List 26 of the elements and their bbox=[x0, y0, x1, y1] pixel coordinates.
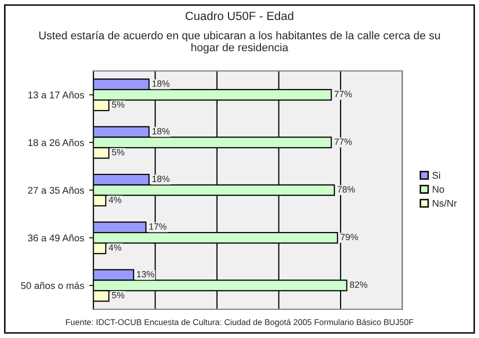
data-label: 18% bbox=[152, 128, 170, 134]
y-tick-label: 13 a 17 Años bbox=[28, 91, 84, 98]
legend-label: No bbox=[432, 186, 444, 193]
data-label: 82% bbox=[350, 281, 368, 288]
chart-subtitle: Usted estaría de acuerdo en que ubicaran a los habitantes de la calle cerca de su hogar de residencia bbox=[39, 31, 440, 54]
data-label: 78% bbox=[338, 186, 355, 193]
data-label: 5% bbox=[112, 149, 124, 156]
data-label: 4% bbox=[108, 196, 122, 203]
y-tick-label: 18 a 26 Años bbox=[28, 139, 84, 146]
source-note: Fuente: IDCT-OCUB Encuesta de Cultura: Ciudad de Bogotá 2005 Formulario Básico BUJ50F bbox=[66, 318, 414, 327]
data-label: 18% bbox=[152, 80, 170, 87]
data-label: 79% bbox=[340, 234, 358, 240]
legend-label: Si bbox=[432, 172, 440, 179]
data-label: 17% bbox=[149, 223, 166, 230]
data-label: 77% bbox=[334, 138, 352, 145]
data-label: 77% bbox=[334, 90, 352, 98]
data-label: 5% bbox=[112, 292, 124, 298]
data-label: 13% bbox=[137, 270, 154, 278]
y-tick-label: 50 años o más bbox=[20, 282, 84, 290]
data-label: 4% bbox=[108, 244, 122, 251]
y-tick-label: 36 a 49 Años bbox=[28, 234, 84, 242]
chart-title: Cuadro U50F - Edad bbox=[186, 11, 294, 20]
data-label: 18% bbox=[152, 176, 170, 182]
data-label: 5% bbox=[112, 101, 124, 108]
y-tick-label: 27 a 35 Años bbox=[28, 186, 84, 194]
legend-label: Ns/Nr bbox=[432, 200, 457, 207]
